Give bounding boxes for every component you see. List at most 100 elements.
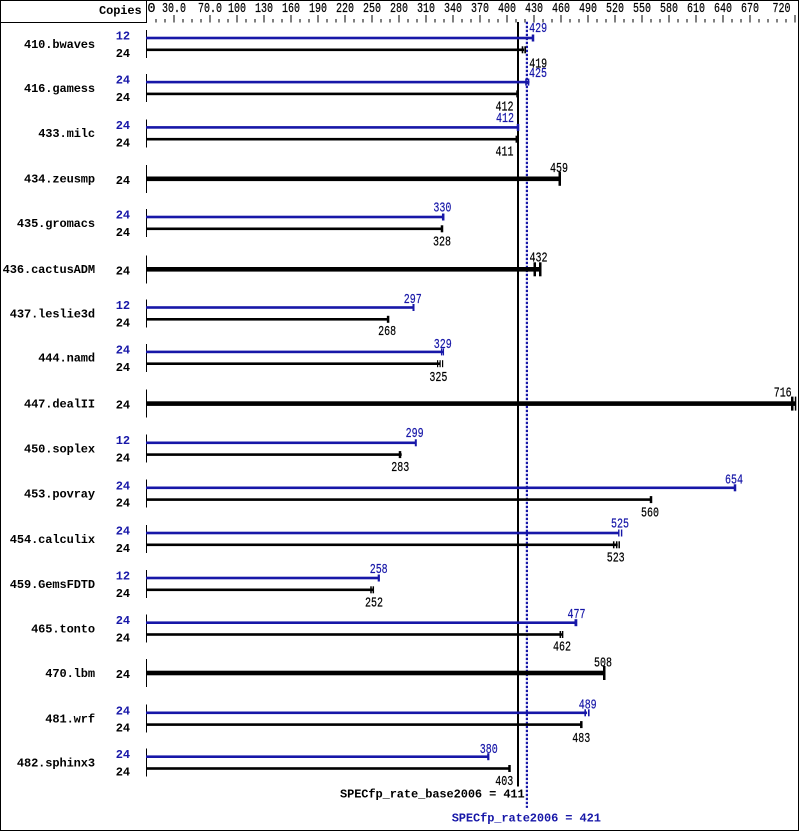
- svg-text:297: 297: [404, 293, 422, 308]
- svg-text:24: 24: [116, 614, 130, 628]
- svg-text:24: 24: [116, 226, 130, 240]
- svg-text:24: 24: [116, 399, 130, 413]
- svg-text:330: 330: [433, 202, 451, 217]
- svg-text:24: 24: [116, 91, 130, 105]
- svg-text:24: 24: [116, 452, 130, 466]
- svg-text:0: 0: [147, 2, 155, 17]
- svg-text:24: 24: [116, 174, 130, 188]
- svg-text:410.bwaves: 410.bwaves: [24, 38, 95, 52]
- svg-text:447.dealII: 447.dealII: [24, 398, 95, 412]
- svg-text:432: 432: [530, 252, 548, 267]
- svg-text:508: 508: [594, 657, 612, 672]
- svg-text:444.namd: 444.namd: [38, 352, 95, 366]
- svg-text:520: 520: [606, 2, 624, 17]
- svg-text:453.povray: 453.povray: [24, 488, 95, 502]
- svg-text:716: 716: [774, 387, 792, 402]
- svg-text:268: 268: [378, 325, 396, 340]
- svg-text:465.tonto: 465.tonto: [31, 623, 95, 637]
- svg-text:429: 429: [529, 22, 547, 37]
- svg-text:437.leslie3d: 437.leslie3d: [10, 307, 95, 321]
- svg-text:299: 299: [406, 427, 424, 442]
- svg-text:24: 24: [116, 497, 130, 511]
- svg-text:412: 412: [496, 112, 514, 127]
- svg-text:403: 403: [495, 775, 513, 790]
- svg-text:450.soplex: 450.soplex: [24, 443, 95, 457]
- svg-text:610: 610: [687, 2, 705, 17]
- svg-text:12: 12: [116, 30, 130, 44]
- svg-text:580: 580: [660, 2, 678, 17]
- svg-text:12: 12: [116, 434, 130, 448]
- svg-text:328: 328: [433, 236, 451, 251]
- svg-text:489: 489: [579, 699, 597, 714]
- svg-text:24: 24: [116, 479, 130, 493]
- svg-text:483: 483: [572, 732, 590, 747]
- svg-text:24: 24: [116, 264, 130, 278]
- svg-text:130: 130: [255, 2, 273, 17]
- svg-text:454.calculix: 454.calculix: [10, 533, 95, 547]
- svg-text:435.gromacs: 435.gromacs: [17, 217, 95, 231]
- svg-text:411: 411: [496, 146, 514, 161]
- svg-text:250: 250: [363, 2, 381, 17]
- svg-text:Copies: Copies: [99, 4, 142, 18]
- svg-text:560: 560: [641, 507, 659, 522]
- svg-text:460: 460: [552, 2, 570, 17]
- svg-text:490: 490: [579, 2, 597, 17]
- svg-text:434.zeusmp: 434.zeusmp: [24, 173, 95, 187]
- svg-text:30.0: 30.0: [162, 2, 186, 17]
- svg-text:280: 280: [390, 2, 408, 17]
- svg-text:24: 24: [116, 119, 130, 133]
- svg-text:258: 258: [370, 563, 388, 578]
- svg-text:482.sphinx3: 482.sphinx3: [17, 757, 95, 771]
- svg-text:24: 24: [116, 542, 130, 556]
- svg-text:12: 12: [116, 570, 130, 584]
- svg-text:24: 24: [116, 208, 130, 222]
- svg-text:640: 640: [714, 2, 732, 17]
- svg-text:SPECfp_rate_base2006 = 411: SPECfp_rate_base2006 = 411: [340, 787, 525, 801]
- svg-text:459: 459: [550, 162, 568, 177]
- svg-text:220: 220: [336, 2, 354, 17]
- svg-text:190: 190: [309, 2, 327, 17]
- svg-text:470.lbm: 470.lbm: [45, 667, 95, 681]
- svg-text:24: 24: [116, 722, 130, 736]
- svg-text:419: 419: [529, 58, 547, 73]
- svg-text:24: 24: [116, 668, 130, 682]
- svg-text:24: 24: [116, 525, 130, 539]
- svg-text:433.milc: 433.milc: [38, 127, 95, 141]
- svg-text:252: 252: [365, 597, 383, 612]
- svg-text:24: 24: [116, 316, 130, 330]
- svg-text:340: 340: [444, 2, 462, 17]
- svg-text:70.0: 70.0: [198, 2, 222, 17]
- svg-text:462: 462: [553, 641, 571, 656]
- svg-text:24: 24: [116, 632, 130, 646]
- svg-text:436.cactusADM: 436.cactusADM: [3, 263, 95, 277]
- svg-text:24: 24: [116, 766, 130, 780]
- svg-text:459.GemsFDTD: 459.GemsFDTD: [10, 578, 95, 592]
- svg-text:523: 523: [607, 552, 625, 567]
- svg-text:24: 24: [116, 361, 130, 375]
- svg-text:430: 430: [525, 2, 543, 17]
- svg-text:412: 412: [496, 101, 514, 116]
- svg-text:24: 24: [116, 748, 130, 762]
- svg-text:310: 310: [417, 2, 435, 17]
- svg-text:380: 380: [480, 743, 498, 758]
- svg-text:100: 100: [228, 2, 246, 17]
- svg-text:400: 400: [498, 2, 516, 17]
- svg-text:370: 370: [471, 2, 489, 17]
- svg-text:24: 24: [116, 74, 130, 88]
- svg-text:24: 24: [116, 704, 130, 718]
- svg-text:654: 654: [725, 474, 743, 489]
- svg-text:425: 425: [529, 67, 547, 82]
- svg-text:477: 477: [568, 608, 586, 623]
- svg-text:24: 24: [116, 47, 130, 61]
- svg-text:160: 160: [282, 2, 300, 17]
- svg-text:24: 24: [116, 343, 130, 357]
- svg-text:24: 24: [116, 587, 130, 601]
- svg-text:670: 670: [741, 2, 759, 17]
- svg-text:12: 12: [116, 299, 130, 313]
- svg-text:416.gamess: 416.gamess: [24, 82, 95, 96]
- svg-text:SPECfp_rate2006 = 421: SPECfp_rate2006 = 421: [452, 811, 601, 825]
- svg-text:550: 550: [633, 2, 651, 17]
- svg-text:283: 283: [391, 461, 409, 476]
- svg-text:720: 720: [773, 2, 791, 17]
- svg-text:481.wrf: 481.wrf: [45, 713, 95, 727]
